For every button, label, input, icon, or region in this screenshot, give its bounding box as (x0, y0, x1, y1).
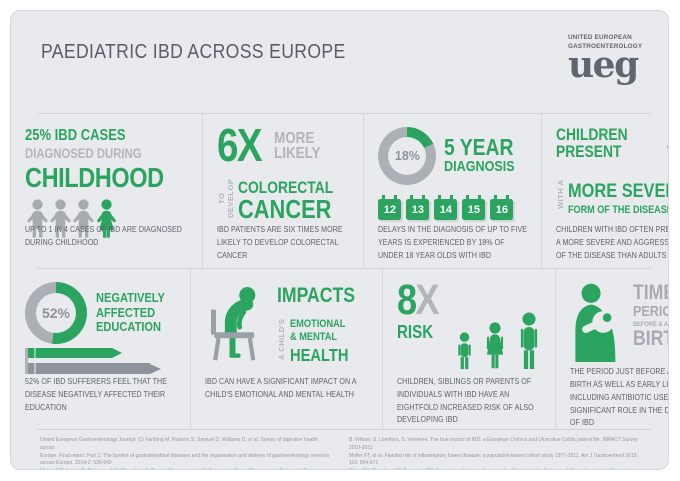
calendar-page-icon: 14 (434, 195, 458, 220)
donut-center-label: 18% (388, 137, 427, 175)
panel-caption: IBD CAN HAVE A SIGNIFICANT IMPACT ON A C… (205, 376, 357, 399)
panel-caption: 52% OF IBD SUFFERERS FEEL THAT THE DISEA… (25, 376, 167, 412)
panel-art: 8X RISK (397, 279, 543, 375)
vertical-label: TO DEVELOP (217, 178, 236, 218)
stat-subline: MORE (274, 130, 315, 147)
vertical-label: WITH A (555, 179, 565, 209)
panel-art: 6X MORE LIKELY TO DEVELOP COLORECTAL CAN… (217, 119, 351, 224)
panel-art: 18% 5 YEAR DIAGNOSIS 12 13 14 15 16 (378, 127, 528, 223)
stat-keyword: & MENTAL (290, 331, 338, 344)
panel-caption: IBD PATIENTS ARE SIX TIMES MORE LIKELY T… (217, 224, 343, 260)
panel-familial-risk: 8X RISK CHILDREN, SIBLINGS OR PARENTS OF… (383, 269, 556, 429)
stats-row-2: 52% NEGATIVELY AFFECTED EDUCATION 52% OF… (11, 269, 668, 429)
panel-art: CHILDREN PRESENT WITH A MORE SEVERE FORM… (555, 126, 669, 223)
panel-caption: CHILDREN, SIBLINGS OR PARENTS OF INDIVID… (397, 376, 534, 425)
panel-art: 25% IBD CASES DIAGNOSED DURING CHILDHOOD (25, 127, 190, 238)
man-figure-icon (520, 312, 537, 369)
stat-keyword: NEGATIVELY (96, 289, 165, 305)
calendar-page-icon: 12 (378, 195, 402, 220)
stat-keyword: TIME (632, 281, 668, 304)
stat-keyword: CANCER (238, 193, 332, 224)
woman-figure-icon (486, 322, 503, 369)
panel-childhood-diagnosis: 25% IBD CASES DIAGNOSED DURING CHILDHOOD… (11, 114, 204, 268)
calendar-page-icon: 13 (406, 195, 430, 220)
gray-pencil-icon (28, 363, 161, 374)
header: PAEDIATRIC IBD ACROSS EUROPE UNITED EURO… (11, 11, 668, 113)
child-boy-icon (27, 199, 48, 238)
panel-art: 52% NEGATIVELY AFFECTED EDUCATION (25, 282, 178, 375)
panel-caption: CHILDREN WITH IBD OFTEN PRESENT WITH A M… (555, 224, 669, 260)
hunched-person-on-chair-icon (211, 287, 256, 361)
stat-keyword: PERIOD (632, 302, 668, 320)
panel-diagnosis-delay: 18% 5 YEAR DIAGNOSIS 12 13 14 15 16 DELA… (364, 114, 542, 268)
stat-keyword: CHILDHOOD (25, 162, 164, 193)
boy-figure-icon (457, 332, 471, 370)
child-girl-icon (666, 144, 668, 149)
stat-subline: BEFORE & AFTER (632, 320, 668, 328)
stat-number: 8 (397, 276, 417, 324)
page-title: PAEDIATRIC IBD ACROSS EUROPE (41, 41, 346, 63)
panel-caption: THE PERIOD JUST BEFORE AND AFTER BIRTH A… (569, 366, 669, 428)
stat-keyword: EMOTIONAL (290, 318, 346, 331)
child-boy-icon (50, 199, 71, 238)
stat-keyword: FORM OF THE DISEASE (567, 204, 669, 216)
donut-chart-52-percent: 52% (25, 282, 87, 344)
panel-mental-health: IMPACTS A CHILD'S EMOTIONAL & MENTAL HEA… (191, 269, 384, 429)
stat-keyword: CHILDREN (555, 126, 628, 144)
calendar-row: 12 13 14 15 16 (378, 195, 528, 220)
panel-colorectal-cancer: 6X MORE LIKELY TO DEVELOP COLORECTAL CAN… (203, 114, 365, 268)
stat-multiplier: 8X (397, 279, 439, 322)
panel-severe-form: CHILDREN PRESENT WITH A MORE SEVERE FORM… (542, 114, 669, 268)
ueg-logo: UNITED EUROPEAN GASTROENTEROLOGY ueg (568, 34, 643, 86)
stat-headline: 25% IBD CASES (25, 127, 126, 144)
four-children-holding-hands-icon (25, 199, 190, 239)
stat-subline: DIAGNOSED DURING (25, 146, 142, 161)
stat-keyword: COLORECTAL (238, 178, 334, 197)
donut-center-label: 52% (36, 293, 76, 333)
two-children-holding-hands-icon (664, 127, 668, 164)
green-pencil-icon (28, 348, 161, 358)
vertical-label: A CHILD'S (277, 318, 287, 360)
stat-keyword: MORE SEVERE (567, 180, 668, 202)
stat-keyword: DIAGNOSIS (444, 157, 516, 175)
stat-keyword: HEALTH (290, 345, 349, 365)
stat-keyword: AFFECTED (96, 304, 156, 320)
stats-row-1: 25% IBD CASES DIAGNOSED DURING CHILDHOOD… (11, 114, 668, 268)
panel-education: 52% NEGATIVELY AFFECTED EDUCATION 52% OF… (11, 269, 192, 429)
stat-subline: LIKELY (274, 145, 321, 163)
divider (38, 113, 651, 114)
stat-keyword: EDUCATION (96, 319, 162, 335)
child-boy-icon (73, 199, 94, 238)
ueg-logo-mark: ueg (568, 44, 639, 86)
stat-keyword: PRESENT (555, 143, 622, 162)
pencils-group (25, 348, 161, 374)
panel-caption: UP TO 1 IN 4 CASES OF IBD ARE DIAGNOSED … (25, 224, 182, 247)
panel-birth-period: TIME PERIOD BEFORE & AFTER BIRTH SIGNIFI… (556, 269, 669, 429)
mother-holding-baby-icon (575, 283, 616, 362)
infographic-card: PAEDIATRIC IBD ACROSS EUROPE UNITED EURO… (10, 10, 669, 470)
calendar-page-icon: 16 (490, 195, 514, 220)
child-woman-man-figures-icon (454, 282, 543, 370)
panel-art: IMPACTS A CHILD'S EMOTIONAL & MENTAL HEA… (205, 282, 370, 375)
stat-multiplier: 6X (217, 119, 263, 171)
divider (38, 429, 651, 430)
stat-keyword: BIRTH (632, 326, 668, 350)
divider (38, 268, 651, 269)
stat-keyword: 5 YEAR (444, 134, 514, 161)
child-girl-icon-green (96, 199, 117, 238)
stat-keyword: IMPACTS (277, 284, 356, 307)
donut-chart-18-percent: 18% (378, 127, 437, 185)
stat-x: X (415, 276, 439, 324)
stat-keyword: RISK (397, 321, 434, 342)
citation-right: B. Wilson, S. Lönnfors, S. Vermeire. The… (349, 437, 638, 469)
calendar-page-icon: 15 (462, 195, 486, 220)
logo-line-2: GASTROENTEROLOGY (568, 42, 643, 50)
footer-citations: United European Gastroenterology Journal… (11, 430, 668, 469)
citation-left: United European Gastroenterology Journal… (40, 437, 330, 469)
panel-art: TIME PERIOD BEFORE & AFTER BIRTH SIGNIFI… (570, 281, 668, 365)
panel-caption: DELAYS IN THE DIAGNOSIS OF UP TO FIVE YE… (378, 224, 528, 260)
logo-line-1: UNITED EUROPEAN (568, 34, 632, 41)
